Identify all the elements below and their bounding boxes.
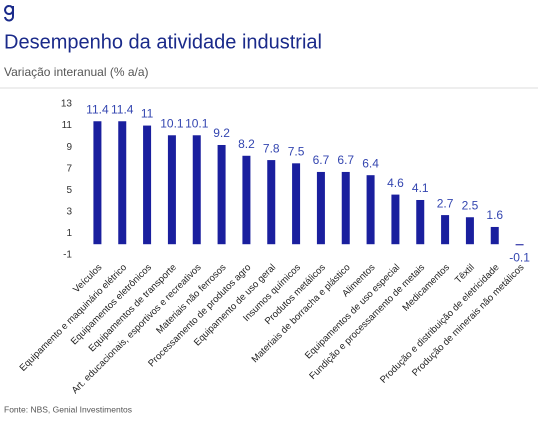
y-tick-label: 3 xyxy=(66,206,72,217)
value-label: 10.1 xyxy=(185,116,209,130)
chart-title: Desempenho da atividade industrial xyxy=(4,31,322,53)
bar xyxy=(267,160,276,245)
value-label: 6.7 xyxy=(337,153,354,167)
value-label: 4.6 xyxy=(387,176,404,190)
bar xyxy=(515,244,524,246)
value-label: 7.5 xyxy=(288,144,305,158)
bar xyxy=(391,194,400,245)
bar xyxy=(242,155,251,245)
value-label: 7.8 xyxy=(263,141,280,155)
bar xyxy=(441,215,450,245)
y-tick-label: -1 xyxy=(63,250,72,261)
value-label: 10.1 xyxy=(160,116,184,130)
value-label: 6.7 xyxy=(313,153,330,167)
bar xyxy=(143,125,152,245)
value-label: 2.7 xyxy=(437,196,454,210)
bar xyxy=(192,135,201,245)
value-label: 8.2 xyxy=(238,137,255,151)
bar xyxy=(416,199,425,245)
value-label: 11.4 xyxy=(111,102,134,116)
y-tick-label: 13 xyxy=(61,99,73,110)
bar xyxy=(217,144,226,245)
y-tick-label: 11 xyxy=(62,120,73,131)
value-label: 4.1 xyxy=(412,181,429,195)
bar xyxy=(366,175,375,245)
value-label: 2.5 xyxy=(462,198,479,212)
bar xyxy=(316,171,325,245)
bar xyxy=(490,226,499,245)
value-label: 11 xyxy=(141,107,154,121)
bar xyxy=(465,217,474,245)
source: Fonte: NBS, Genial Investimentos xyxy=(4,404,132,414)
value-label: 6.4 xyxy=(362,156,379,170)
value-label: 9.2 xyxy=(213,126,230,140)
bar xyxy=(93,121,102,245)
subtitle: Variação interanual (% a/a) xyxy=(4,65,149,79)
y-tick-label: 7 xyxy=(66,163,72,174)
y-tick-label: 1 xyxy=(66,228,72,239)
value-label: 1.6 xyxy=(486,208,503,222)
logo xyxy=(4,5,15,22)
bar xyxy=(341,171,350,245)
value-label: -0.1 xyxy=(509,250,530,264)
bar xyxy=(118,121,127,245)
value-label: 11.4 xyxy=(86,102,109,116)
bar xyxy=(167,135,176,245)
y-tick-label: 9 xyxy=(66,142,72,153)
bar xyxy=(292,163,301,245)
y-tick-label: 5 xyxy=(66,185,72,196)
